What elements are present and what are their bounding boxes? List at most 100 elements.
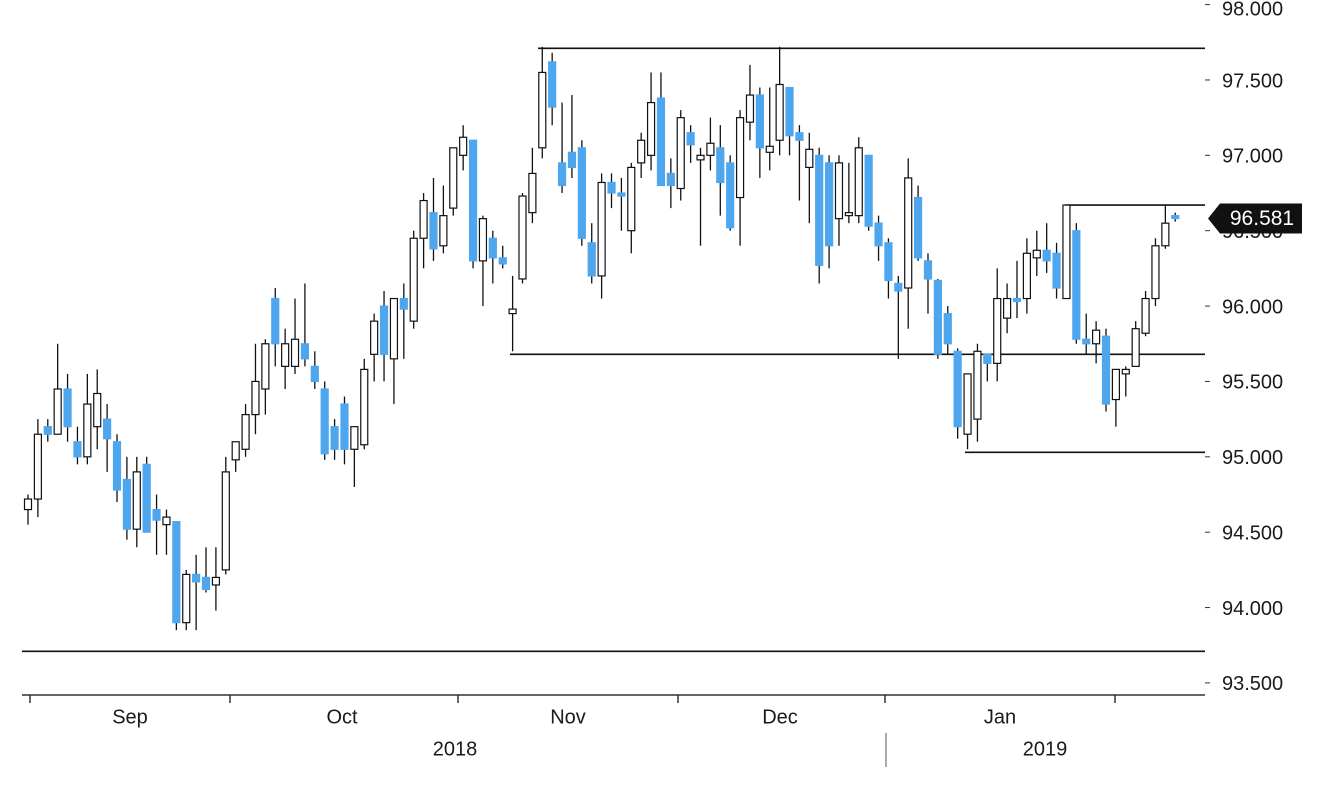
candle-body	[43, 426, 52, 435]
candle-body	[350, 426, 359, 450]
y-tick-label: 98.000	[1222, 0, 1283, 20]
candle-body	[666, 172, 675, 187]
x-month-label: Jan	[984, 706, 1016, 728]
candle-body	[1101, 335, 1111, 405]
candle-body	[824, 162, 834, 247]
candle-body	[1131, 328, 1140, 367]
candle-body	[973, 350, 982, 420]
candle-body	[538, 71, 547, 149]
candle-body	[508, 308, 517, 315]
candle-body	[1003, 297, 1012, 319]
candle-body	[627, 166, 636, 232]
candle-body	[716, 147, 725, 184]
y-tick-label: 95.000	[1222, 447, 1283, 469]
candle-body	[409, 237, 418, 322]
x-month-label: Dec	[762, 706, 798, 728]
candle-body	[152, 508, 161, 521]
y-tick-label: 97.500	[1222, 70, 1283, 92]
candle-body	[370, 320, 379, 355]
candle-body	[498, 257, 507, 265]
candle-body	[449, 147, 458, 209]
candle-body	[142, 463, 151, 533]
candle-body	[587, 242, 596, 277]
candle-body	[1032, 249, 1041, 259]
candle-body	[23, 498, 33, 511]
x-month-label: Oct	[326, 706, 358, 728]
candle-body	[330, 426, 339, 450]
x-month-label: Nov	[550, 706, 586, 728]
candle-body	[1151, 245, 1160, 300]
candle-body	[726, 162, 735, 229]
candle-body	[281, 343, 290, 367]
candle-body	[548, 61, 557, 108]
candle-body	[646, 101, 656, 156]
candle-body	[63, 388, 72, 428]
candle-body	[785, 86, 794, 137]
candle-body	[320, 388, 329, 455]
candle-body	[340, 403, 349, 450]
candle-body	[182, 573, 191, 624]
candle-body	[923, 260, 933, 280]
candle-body	[1052, 252, 1061, 289]
candle-body	[201, 576, 211, 591]
y-tick-label: 94.500	[1222, 522, 1283, 544]
candle-body	[656, 97, 666, 187]
candle-body	[686, 132, 695, 146]
candle-body	[112, 441, 122, 491]
candle-body	[904, 177, 913, 289]
candle-body	[943, 313, 952, 345]
candle-body	[913, 196, 923, 259]
candle-body	[83, 403, 92, 458]
candle-body	[419, 199, 428, 239]
x-month-label: Sep	[112, 706, 148, 728]
last-price-label: 96.581	[1230, 207, 1294, 230]
candle-body	[211, 576, 221, 586]
candle-body	[775, 83, 784, 141]
candle-body	[1072, 230, 1081, 340]
candle-body	[1111, 368, 1121, 401]
candle-body	[953, 350, 962, 428]
candle-body	[271, 297, 280, 345]
candle-body	[963, 373, 972, 435]
candle-body	[488, 237, 497, 259]
candle-body	[735, 117, 745, 199]
candle-body	[399, 297, 408, 310]
candle-body	[290, 338, 300, 367]
candle-body	[53, 388, 62, 435]
candle-body	[854, 147, 863, 217]
candle-body	[73, 441, 82, 458]
candle-body	[874, 222, 883, 247]
candle-body	[676, 117, 685, 190]
candle-body	[1042, 249, 1051, 262]
candle-body	[231, 441, 240, 461]
candle-body	[834, 162, 844, 220]
candle-body	[518, 195, 527, 280]
candle-body	[755, 94, 764, 149]
candle-body	[261, 343, 270, 390]
candle-body	[528, 172, 537, 214]
candle-body	[122, 478, 132, 530]
candle-body	[103, 418, 112, 440]
x-year-label: 2018	[433, 738, 478, 760]
candle-body	[459, 136, 468, 156]
candle-body	[557, 162, 567, 187]
candle-body	[567, 151, 577, 168]
candle-body	[221, 471, 230, 571]
x-year-label: 2019	[1023, 738, 1068, 760]
candle-body	[745, 94, 755, 123]
candle-body	[1012, 297, 1022, 303]
candle-body	[706, 142, 715, 156]
y-tick-label: 93.500	[1222, 673, 1283, 695]
candle-body	[933, 279, 942, 355]
candle-body	[132, 471, 141, 530]
candle-body	[162, 516, 171, 526]
candle-body	[637, 139, 646, 164]
candle-body	[429, 212, 438, 250]
candle-body	[310, 365, 319, 383]
candle-body	[251, 380, 260, 416]
candle-body	[300, 343, 310, 360]
candle-body	[795, 132, 804, 141]
candle-body	[379, 305, 389, 355]
